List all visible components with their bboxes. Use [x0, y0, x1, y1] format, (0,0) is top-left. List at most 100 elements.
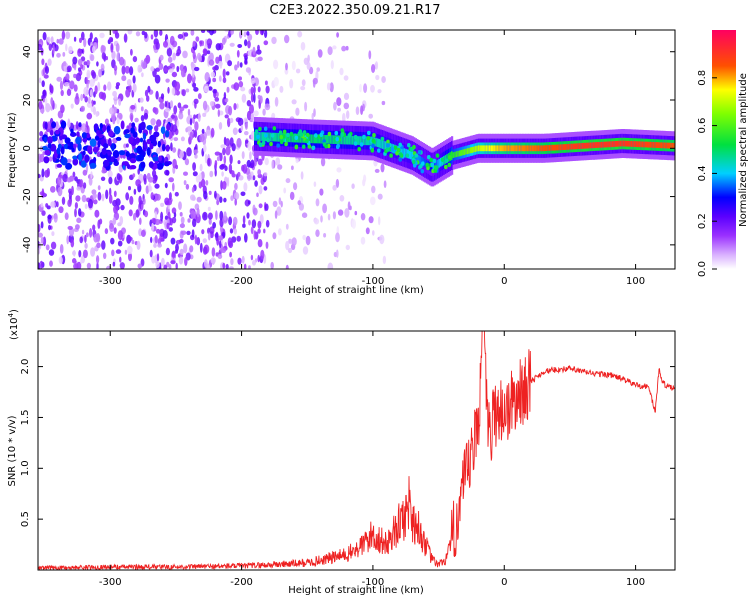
ridge-segment: [518, 145, 521, 152]
ridge-blob: [380, 136, 385, 142]
noise-speck: [196, 207, 200, 218]
ridge-segment: [586, 142, 589, 149]
noise-speck: [207, 232, 211, 241]
ridge-segment: [668, 142, 671, 149]
ridge-segment: [648, 141, 651, 148]
noise-speck: [97, 191, 102, 201]
ridge-blob: [362, 134, 366, 140]
ridge-segment: [460, 150, 463, 156]
x-tick-label: 0: [501, 577, 507, 588]
ridge-segment: [331, 135, 334, 144]
noise-speck: [291, 165, 294, 171]
noise-speck: [205, 129, 211, 136]
noise-speck: [259, 95, 263, 104]
ridge-segment: [614, 141, 618, 147]
noise-speck: [196, 196, 202, 203]
noise-speck: [117, 230, 123, 241]
ridge-blob: [405, 153, 410, 158]
noise-speck: [40, 236, 44, 244]
noise-speck: [185, 183, 190, 190]
noise-speck: [41, 95, 44, 100]
ridge-segment: [274, 132, 277, 142]
noise-speck: [64, 212, 69, 220]
noise-speck: [69, 80, 75, 90]
noise-speck: [96, 61, 99, 67]
noise-speck: [255, 49, 262, 55]
noise-speck: [203, 85, 209, 93]
ridge-blob: [286, 132, 290, 138]
noise-speck: [134, 117, 139, 123]
noise-speck: [346, 110, 350, 119]
noise-speck: [327, 262, 334, 269]
ridge-segment: [671, 142, 674, 149]
noise-speck: [57, 186, 63, 197]
noise-speck: [72, 56, 78, 65]
noise-speck: [166, 222, 170, 230]
noise-speck: [230, 30, 234, 35]
noise-speck: [250, 226, 254, 235]
spectrogram-signal-ridge: [254, 116, 675, 187]
noise-speck: [67, 118, 71, 126]
noise-speck: [72, 155, 78, 160]
noise-speck: [211, 247, 216, 257]
ridge-segment: [654, 142, 657, 148]
colorbar-tick-label: 0.2: [697, 213, 708, 229]
noise-speck: [123, 143, 127, 149]
noise-speck: [200, 178, 206, 188]
noise-speck: [129, 195, 134, 205]
ridge-segment: [383, 140, 386, 150]
noise-speck: [93, 233, 99, 243]
noise-speck: [194, 121, 199, 131]
ridge-blob: [395, 151, 399, 156]
noise-speck: [143, 198, 146, 205]
noise-speck: [313, 108, 316, 117]
noise-speck: [70, 239, 75, 248]
noise-speck: [160, 202, 165, 207]
ridge-segment: [570, 143, 573, 150]
noise-speck: [127, 236, 133, 241]
ridge-segment: [550, 144, 553, 151]
noise-speck: [288, 238, 292, 244]
noise-speck: [202, 112, 207, 117]
noise-speck: [291, 99, 297, 105]
noise-speck: [157, 140, 161, 148]
noise-speck: [206, 38, 213, 47]
noise-speck: [380, 163, 385, 173]
noise-speck: [96, 242, 101, 249]
noise-speck: [381, 100, 386, 106]
noise-speck: [131, 239, 135, 245]
noise-speck: [140, 106, 144, 112]
noise-speck: [151, 222, 155, 232]
noise-speck: [55, 129, 60, 135]
x-tick-label: -100: [362, 577, 385, 588]
noise-speck: [193, 87, 199, 92]
ridge-segment: [503, 145, 506, 152]
noise-speck: [252, 175, 256, 181]
noise-speck: [100, 176, 106, 181]
noise-speck: [327, 213, 331, 221]
noise-speck: [295, 158, 299, 164]
noise-speck: [144, 89, 149, 97]
noise-speck: [378, 216, 381, 226]
ridge-blob: [302, 130, 307, 135]
noise-speck: [317, 49, 323, 58]
noise-speck: [57, 143, 62, 149]
noise-speck: [71, 185, 74, 196]
noise-speck: [42, 89, 47, 97]
noise-speck: [184, 158, 190, 166]
noise-speck: [199, 40, 203, 47]
noise-speck: [248, 265, 251, 269]
noise-speck: [237, 117, 244, 127]
noise-speck: [50, 201, 56, 208]
noise-speck: [110, 237, 115, 245]
ridge-segment: [312, 134, 315, 144]
noise-speck: [262, 108, 266, 116]
noise-speck: [75, 224, 80, 230]
noise-speck: [143, 178, 147, 185]
ridge-segment: [621, 140, 624, 147]
noise-speck: [368, 216, 374, 224]
noise-speck: [72, 143, 76, 149]
noise-speck: [354, 210, 358, 216]
noise-speck: [65, 162, 73, 170]
noise-speck: [70, 103, 74, 109]
